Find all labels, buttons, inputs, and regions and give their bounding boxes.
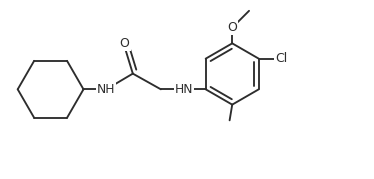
Text: O: O: [120, 37, 129, 50]
Text: Cl: Cl: [275, 52, 287, 65]
Text: HN: HN: [175, 83, 193, 96]
Text: NH: NH: [96, 83, 115, 96]
Text: O: O: [227, 21, 237, 34]
